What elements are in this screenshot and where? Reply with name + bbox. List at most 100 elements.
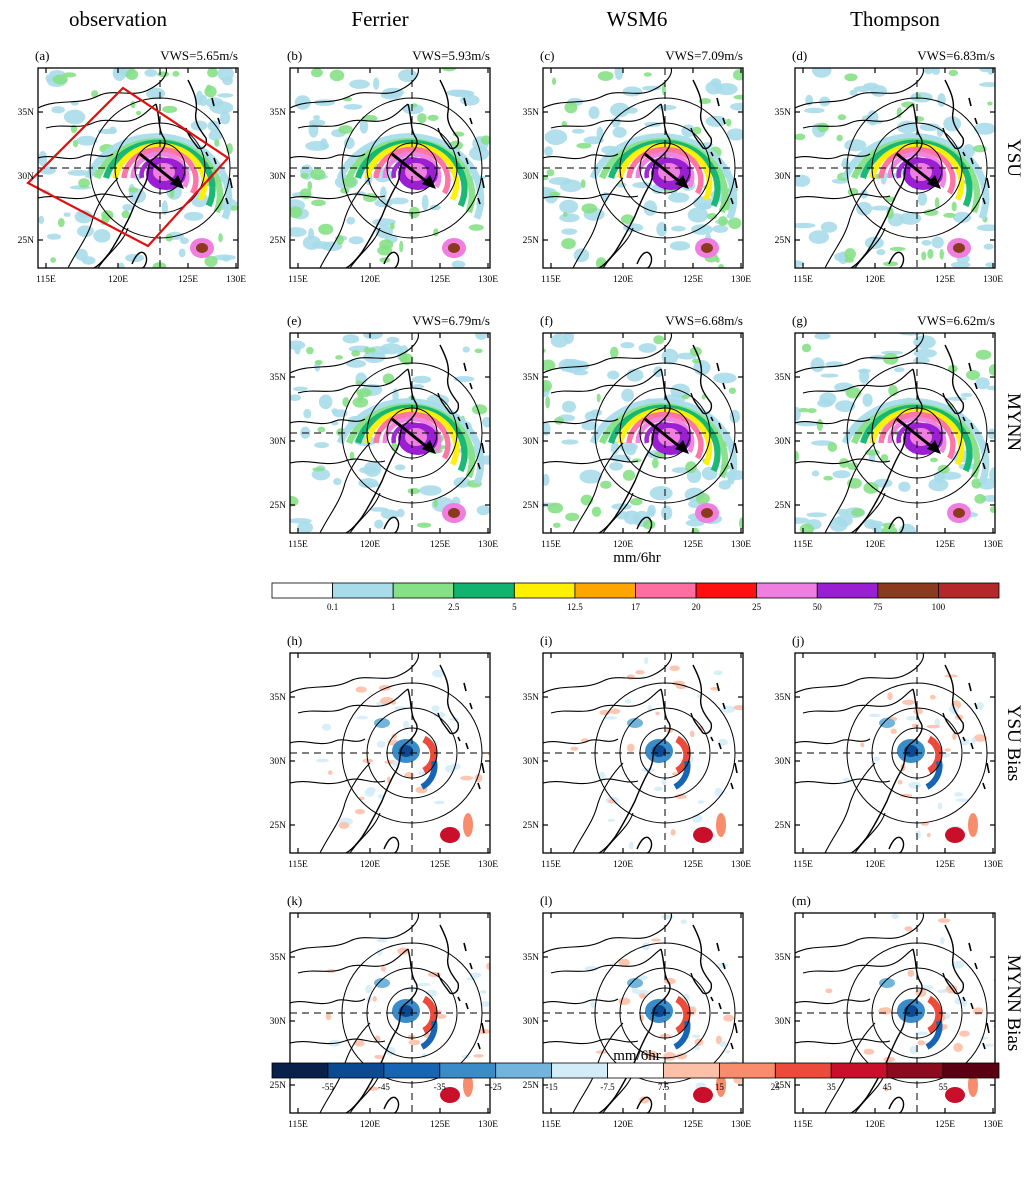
- panel-label: (c): [540, 48, 554, 63]
- colorbar-swatch: [392, 582, 455, 599]
- colorbar-swatch: [332, 582, 394, 599]
- colorbar-label: -35: [434, 1082, 446, 1092]
- lon-tick-label: 120E: [865, 275, 885, 285]
- lon-tick-label: 130E: [731, 540, 751, 550]
- colorbar-swatch: [383, 1062, 441, 1079]
- lon-tick-label: 115E: [541, 860, 561, 870]
- lat-tick-label: 30N: [270, 437, 287, 447]
- colorbar-swatch: [886, 1062, 944, 1079]
- vws-label: VWS=6.83m/s: [917, 48, 995, 63]
- colorbar-swatch: [607, 1062, 664, 1079]
- map-panel-f: 115E 120E 125E 130E 35N 30N 25N (f) VWS=6.68m/s: [523, 313, 752, 550]
- map-panel-g: 115E 120E 125E 130E 35N 30N 25N (g) VWS=6.62m/s: [775, 313, 1004, 550]
- panel-label: (f): [540, 313, 553, 328]
- lat-tick-label: 30N: [270, 1017, 287, 1027]
- colorbar-label: 45: [883, 1082, 893, 1092]
- colorbar-swatch: [938, 582, 1000, 599]
- colorbar-label: 20: [692, 602, 702, 612]
- colorbar-swatch: [718, 1062, 776, 1079]
- vws-label: VWS=5.93m/s: [412, 48, 490, 63]
- lon-tick-label: 120E: [865, 860, 885, 870]
- colorbar-swatch: [756, 582, 818, 599]
- map-panel-a: 115E 120E 125E 130E 35N 30N 25N (a) VWS=5.65m/s: [18, 48, 247, 285]
- panel-label: (e): [287, 313, 301, 328]
- colorbar-label: 0.1: [327, 602, 338, 612]
- panel-label: (m): [792, 893, 811, 908]
- colorbar-label: -25: [490, 1082, 502, 1092]
- lon-tick-label: 120E: [108, 275, 128, 285]
- lat-tick-label: 35N: [775, 108, 792, 118]
- column-title-ferrier: Ferrier: [351, 7, 408, 31]
- lat-tick-label: 30N: [523, 1017, 540, 1027]
- lat-tick-label: 25N: [523, 236, 540, 246]
- map-panel-e: 115E 120E 125E 130E 35N 30N 25N (e) VWS=6.79m/s: [270, 313, 499, 550]
- colorbar-swatch: [327, 1062, 385, 1079]
- lat-tick-label: 35N: [523, 953, 540, 963]
- map-panel-c: 115E 120E 125E 130E 35N 30N 25N (c) VWS=7.09m/s: [523, 48, 752, 285]
- row-label-ysu-bias: YSU Bias: [1003, 705, 1024, 782]
- row-label-mynn-bias: MYNN Bias: [1003, 955, 1024, 1052]
- map-panel-m: 115E 120E 125E 130E 35N 30N 25N (m): [775, 893, 1004, 1130]
- lat-tick-label: 35N: [270, 953, 287, 963]
- lat-tick-label: 30N: [775, 172, 792, 182]
- lon-tick-label: 125E: [935, 860, 955, 870]
- lat-tick-label: 25N: [775, 236, 792, 246]
- map-panel-l: 115E 120E 125E 130E 35N 30N 25N (l): [523, 893, 752, 1130]
- lon-tick-label: 125E: [430, 275, 450, 285]
- lat-tick-label: 35N: [775, 373, 792, 383]
- colorbar-label: 35: [827, 1082, 837, 1092]
- lon-tick-label: 125E: [935, 540, 955, 550]
- lat-tick-label: 35N: [523, 693, 540, 703]
- colorbar-swatch: [439, 1062, 497, 1079]
- lon-tick-label: 115E: [541, 275, 561, 285]
- lat-tick-label: 30N: [775, 757, 792, 767]
- lon-tick-label: 125E: [683, 540, 703, 550]
- lon-tick-label: 115E: [793, 275, 813, 285]
- colorbar-label: 75: [873, 602, 883, 612]
- map-panel-i: 115E 120E 125E 130E 35N 30N 25N (i): [523, 633, 752, 870]
- vws-label: VWS=5.65m/s: [160, 48, 238, 63]
- lat-tick-label: 25N: [18, 236, 35, 246]
- lat-tick-label: 25N: [775, 501, 792, 511]
- lat-tick-label: 30N: [523, 757, 540, 767]
- colorbar-label: 17: [631, 602, 641, 612]
- panel-label: (d): [792, 48, 807, 63]
- lon-tick-label: 120E: [360, 275, 380, 285]
- lon-tick-label: 125E: [430, 860, 450, 870]
- lon-tick-label: 120E: [865, 1120, 885, 1130]
- lon-tick-label: 115E: [288, 540, 308, 550]
- precip-colorbar: 0.1 1 2.5 5 12.5 17 20 25 50 75 100: [271, 582, 1000, 612]
- lat-tick-label: 30N: [270, 757, 287, 767]
- lon-tick-label: 115E: [541, 1120, 561, 1130]
- lat-tick-label: 35N: [270, 108, 287, 118]
- lon-tick-label: 115E: [793, 1120, 813, 1130]
- lon-tick-label: 120E: [360, 860, 380, 870]
- lon-tick-label: 125E: [935, 275, 955, 285]
- lat-tick-label: 35N: [270, 373, 287, 383]
- lat-tick-label: 30N: [775, 437, 792, 447]
- lon-tick-label: 130E: [226, 275, 246, 285]
- lon-tick-label: 130E: [478, 540, 498, 550]
- lon-tick-label: 120E: [360, 1120, 380, 1130]
- colorbar-label: 100: [932, 602, 946, 612]
- panel-label: (j): [792, 633, 804, 648]
- map-panel-d: 115E 120E 125E 130E 35N 30N 25N (d) VWS=6.83m/s: [775, 48, 1004, 285]
- colorbar-label: 2.5: [448, 602, 460, 612]
- lon-tick-label: 130E: [731, 860, 751, 870]
- column-title-observation: observation: [69, 7, 167, 31]
- colorbar-label: 5: [512, 602, 517, 612]
- lon-tick-label: 120E: [613, 860, 633, 870]
- lat-tick-label: 35N: [523, 373, 540, 383]
- colorbar-swatch: [830, 1062, 888, 1079]
- map-panel-b: 115E 120E 125E 130E 35N 30N 25N (b) VWS=5.93m/s: [270, 48, 499, 285]
- lat-tick-label: 25N: [523, 1081, 540, 1091]
- lon-tick-label: 115E: [288, 275, 308, 285]
- colorbar-label: 25: [771, 1082, 781, 1092]
- panel-label: (b): [287, 48, 302, 63]
- lat-tick-label: 35N: [775, 693, 792, 703]
- lat-tick-label: 25N: [270, 821, 287, 831]
- colorbar-swatch: [774, 1062, 832, 1079]
- lat-tick-label: 25N: [270, 501, 287, 511]
- vws-label: VWS=6.68m/s: [665, 313, 743, 328]
